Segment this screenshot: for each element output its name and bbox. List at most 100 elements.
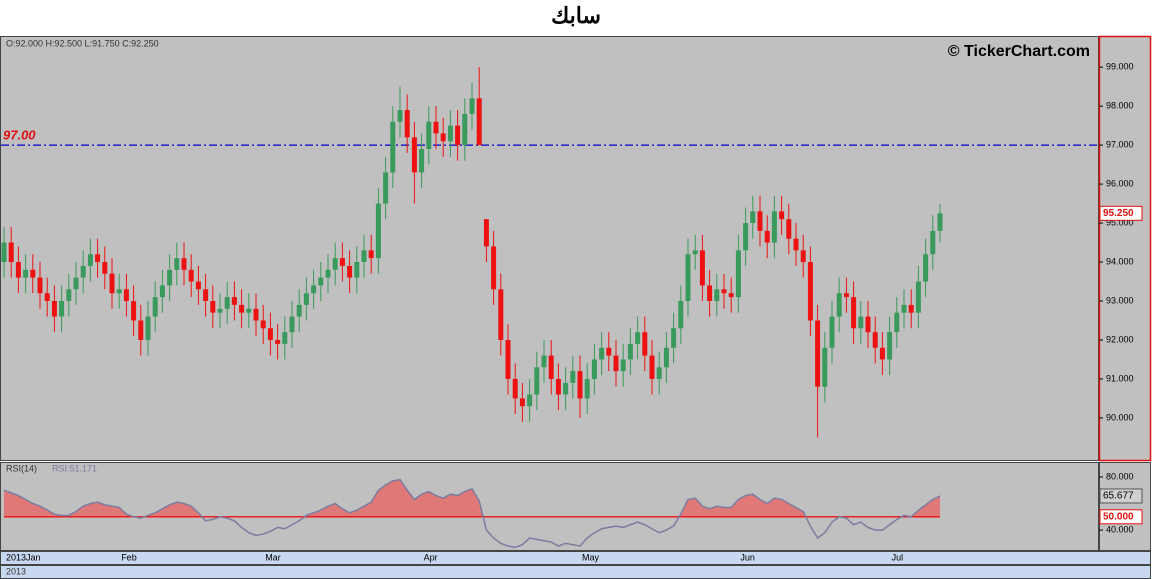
candle-body (627, 343, 633, 360)
year-axis (0, 565, 1151, 579)
candle-body (851, 297, 857, 329)
candle-body (865, 316, 871, 333)
last-price-label: 95.250 (1103, 208, 1134, 219)
candle-body (620, 359, 626, 372)
candle-body (390, 121, 396, 173)
candle-body (923, 254, 929, 282)
candle-body (642, 332, 648, 356)
candle-body (325, 269, 331, 278)
rsi-last-label: 65.677 (1103, 491, 1134, 502)
candle-body (181, 258, 187, 270)
candle-body (771, 211, 777, 243)
x-tick-label: May (582, 552, 600, 562)
candle-body (879, 347, 885, 360)
x-tick-label: Jul (892, 552, 904, 562)
candle-body (167, 269, 173, 286)
candle-body (649, 355, 655, 379)
level-label: 97.00 (3, 128, 36, 143)
candle-body (174, 258, 180, 270)
candle-body (455, 125, 461, 146)
candle-body (743, 223, 749, 251)
candle-body (361, 250, 367, 263)
candle-body (779, 211, 785, 220)
candle-body (829, 316, 835, 348)
rsi-reading: RSI:51.171 (52, 463, 97, 473)
candle-body (498, 289, 504, 340)
candle-body (757, 211, 763, 231)
x-tick-label: Jun (740, 552, 755, 562)
candle-body (692, 250, 698, 255)
candle-body (858, 316, 864, 329)
rsi-area (4, 479, 940, 517)
candle-body (915, 281, 921, 313)
candle-body (555, 378, 561, 395)
candle-body (728, 293, 734, 298)
candle-body (663, 347, 669, 368)
candle-body (8, 242, 14, 263)
candle-body (339, 258, 345, 266)
candle-body (541, 355, 547, 368)
candle-body (433, 121, 439, 134)
candle-body (210, 301, 216, 313)
candle-body (599, 347, 605, 360)
candle-body (87, 254, 93, 266)
candle-body (368, 250, 374, 259)
price-axis (1098, 35, 1152, 462)
ohlc-header: O:92.000 H:92.500 L:91.750 C:92.250 (6, 38, 159, 48)
candle-body (66, 289, 72, 301)
date-axis (0, 551, 1151, 565)
candle-body (138, 320, 144, 340)
candle-body (332, 258, 338, 270)
candle-body (253, 308, 259, 321)
candle-body (123, 289, 129, 301)
candle-body (397, 110, 403, 122)
candle-body (246, 308, 252, 313)
candle-body (145, 316, 151, 340)
y-tick-label: 94.000 (1106, 256, 1134, 266)
candle-body (548, 355, 554, 379)
rsi-axis (1099, 462, 1151, 551)
candle-body (347, 265, 353, 278)
candle-body (577, 371, 583, 399)
candle-body (512, 378, 518, 399)
x-tick-label: Mar (265, 552, 281, 562)
candle-body (671, 328, 677, 348)
candle-body (822, 347, 828, 387)
x-tick-label: Feb (121, 552, 137, 562)
rsi-tick-label: 40.000 (1106, 524, 1134, 534)
candle-body (707, 285, 713, 301)
candle-body (419, 149, 425, 173)
candle-body (843, 293, 849, 298)
candle-body (95, 254, 101, 263)
candle-body (678, 301, 684, 329)
candle-body (37, 277, 43, 294)
y-tick-label: 95.000 (1106, 217, 1134, 227)
candle-body (260, 320, 266, 329)
candle-body (635, 332, 641, 344)
candle-body (815, 320, 821, 387)
chart-title: سابك (551, 3, 601, 28)
rsi-name: RSI(14) (6, 463, 37, 473)
candle-body (267, 328, 273, 340)
candle-body (159, 285, 165, 298)
candle-body (714, 289, 720, 301)
candle-body (491, 246, 497, 290)
y-tick-label: 91.000 (1106, 373, 1134, 383)
x-tick-label: Apr (424, 552, 438, 562)
candle-body (721, 289, 727, 294)
candle-body (23, 269, 29, 278)
candle-body (685, 254, 691, 301)
candle-body (656, 367, 662, 379)
y-tick-label: 99.000 (1106, 62, 1134, 72)
candle-body (203, 289, 209, 301)
candle-body (383, 172, 389, 204)
candle-body (519, 398, 525, 407)
candle-body (469, 98, 475, 114)
x-tick-label: 2013Jan (6, 552, 41, 562)
candle-body (750, 211, 756, 224)
candle-body (563, 382, 569, 395)
candle-body (411, 137, 417, 173)
candle-body (930, 230, 936, 255)
candle-body (116, 289, 122, 294)
candle-body (476, 98, 482, 146)
